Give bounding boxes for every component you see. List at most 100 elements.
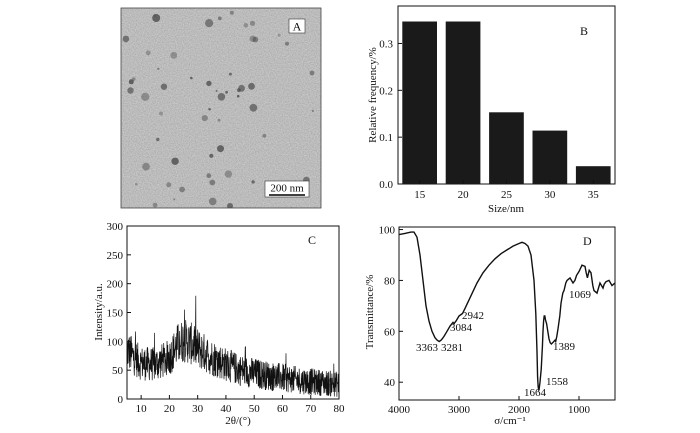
- y-tick-label: 0.1: [379, 132, 393, 144]
- y-tick-label: 300: [107, 221, 124, 233]
- nanoparticle: [142, 162, 150, 171]
- nanoparticle: [217, 16, 222, 21]
- nanoparticle: [141, 92, 150, 101]
- panel-d-label: D: [583, 234, 592, 248]
- y-tick-label: 100: [379, 225, 396, 237]
- nanoparticle: [208, 108, 211, 111]
- nanoparticle: [249, 103, 258, 112]
- histogram-bar: [532, 130, 568, 184]
- nanoparticle: [166, 182, 172, 188]
- panel-d-ylabel: Transmittance/%: [364, 275, 376, 350]
- panel-b: 0.0 0.1 0.2 0.3 15 20 25 30 35 B Size/nm Relati…: [367, 5, 616, 215]
- nanoparticle: [160, 83, 168, 90]
- peak-label-3084: 3084: [450, 322, 473, 334]
- nanoparticle: [159, 111, 163, 116]
- nanoparticle: [311, 109, 314, 112]
- nanoparticle: [173, 198, 176, 201]
- y-tick-label: 150: [107, 308, 124, 320]
- nanoparticle: [157, 67, 160, 70]
- nanoparticle: [215, 89, 218, 92]
- peak-label-3281: 3281: [441, 342, 463, 354]
- nanoparticle: [225, 90, 229, 94]
- nanoparticle: [156, 137, 160, 142]
- nanoparticle: [217, 145, 224, 153]
- nanoparticle: [243, 23, 249, 28]
- panel-d-frame: [398, 226, 616, 401]
- x-tick-label: 15: [414, 189, 426, 201]
- x-tick-label: 80: [334, 403, 346, 415]
- x-tick-label: 20: [164, 403, 176, 415]
- histogram-bar: [402, 21, 437, 184]
- nanoparticle: [236, 94, 240, 98]
- x-tick-label: 3000: [448, 404, 471, 416]
- x-tick-label: 10: [136, 403, 148, 415]
- nanoparticle: [206, 173, 212, 179]
- x-tick-label: 50: [249, 403, 261, 415]
- histogram-bar: [489, 112, 524, 184]
- ftir-spectrum-series: [399, 231, 615, 393]
- x-tick-label: 2000: [508, 404, 531, 416]
- nanoparticle: [135, 182, 138, 186]
- panel-b-label: B: [580, 24, 588, 38]
- x-tick-label: 35: [588, 189, 600, 201]
- scale-bar-label: 200 nm: [270, 183, 304, 195]
- x-tick-label: 30: [544, 189, 556, 201]
- y-tick-label: 0: [118, 394, 124, 406]
- nanoparticle: [145, 50, 151, 56]
- nanoparticle: [170, 51, 178, 59]
- nanoparticle: [262, 133, 267, 138]
- y-tick-label: 100: [107, 336, 124, 348]
- peak-label-1069: 1069: [569, 289, 592, 301]
- y-tick-label: 0.3: [379, 38, 393, 50]
- peak-label-1558: 1558: [546, 376, 569, 388]
- x-tick-label: 40: [220, 403, 232, 415]
- x-tick-label: 20: [458, 189, 470, 201]
- nanoparticle: [249, 20, 256, 26]
- nanoparticle: [206, 80, 212, 87]
- nanoparticle: [229, 10, 234, 15]
- xrd-pattern-series: [127, 295, 339, 397]
- scale-bar-box: [264, 180, 310, 198]
- y-tick-label: 60: [384, 326, 396, 338]
- panel-b-xlabel: Size/nm: [488, 203, 524, 215]
- x-tick-label: 25: [501, 189, 513, 201]
- nanoparticle: [205, 19, 214, 28]
- y-tick-label: 40: [384, 377, 396, 389]
- x-tick-label: 60: [277, 403, 289, 415]
- peak-label-2942: 2942: [462, 310, 484, 322]
- peak-label-3363: 3363: [416, 342, 439, 354]
- nanoparticle: [153, 14, 156, 17]
- nanoparticle: [224, 170, 233, 178]
- panel-d-xlabel: σ/cm⁻¹: [494, 415, 526, 427]
- nanoparticle: [228, 72, 232, 76]
- x-tick-label: 4000: [388, 404, 411, 416]
- y-tick-label: 250: [107, 250, 124, 262]
- nanoparticle: [152, 202, 158, 208]
- y-tick-label: 80: [384, 275, 396, 287]
- nanoparticle: [209, 153, 214, 158]
- panel-c-xlabel: 2θ/(°): [225, 415, 251, 427]
- panel-b-ylabel: Relative frequency/%: [367, 47, 379, 143]
- nanoparticle: [190, 76, 193, 80]
- nanoparticle: [208, 197, 217, 206]
- nanoparticle: [277, 33, 281, 37]
- peak-label-1664: 1664: [524, 387, 547, 399]
- panel-a-label: A: [293, 20, 302, 34]
- nanoparticle: [171, 157, 179, 165]
- panel-c-ylabel: Intensity/a.u.: [93, 283, 105, 341]
- x-tick-label: 70: [305, 403, 317, 415]
- nanoparticle: [209, 179, 216, 186]
- y-tick-label: 200: [107, 279, 124, 291]
- x-tick-label: 30: [192, 403, 204, 415]
- nanoparticle: [127, 87, 134, 94]
- panel-c: 0 50 100 150 200 250 300 10 20 30 40 50 60 70 80 C 2θ…: [93, 221, 345, 427]
- nanoparticle: [201, 115, 208, 122]
- nanoparticle: [252, 36, 259, 43]
- panel-a-label-box: [288, 18, 306, 34]
- nanoparticle: [238, 84, 246, 92]
- panel-a: A 200 nm: [120, 7, 322, 209]
- panel-c-label: C: [308, 233, 316, 247]
- histogram-bar: [445, 21, 481, 184]
- nanoparticle: [217, 93, 226, 101]
